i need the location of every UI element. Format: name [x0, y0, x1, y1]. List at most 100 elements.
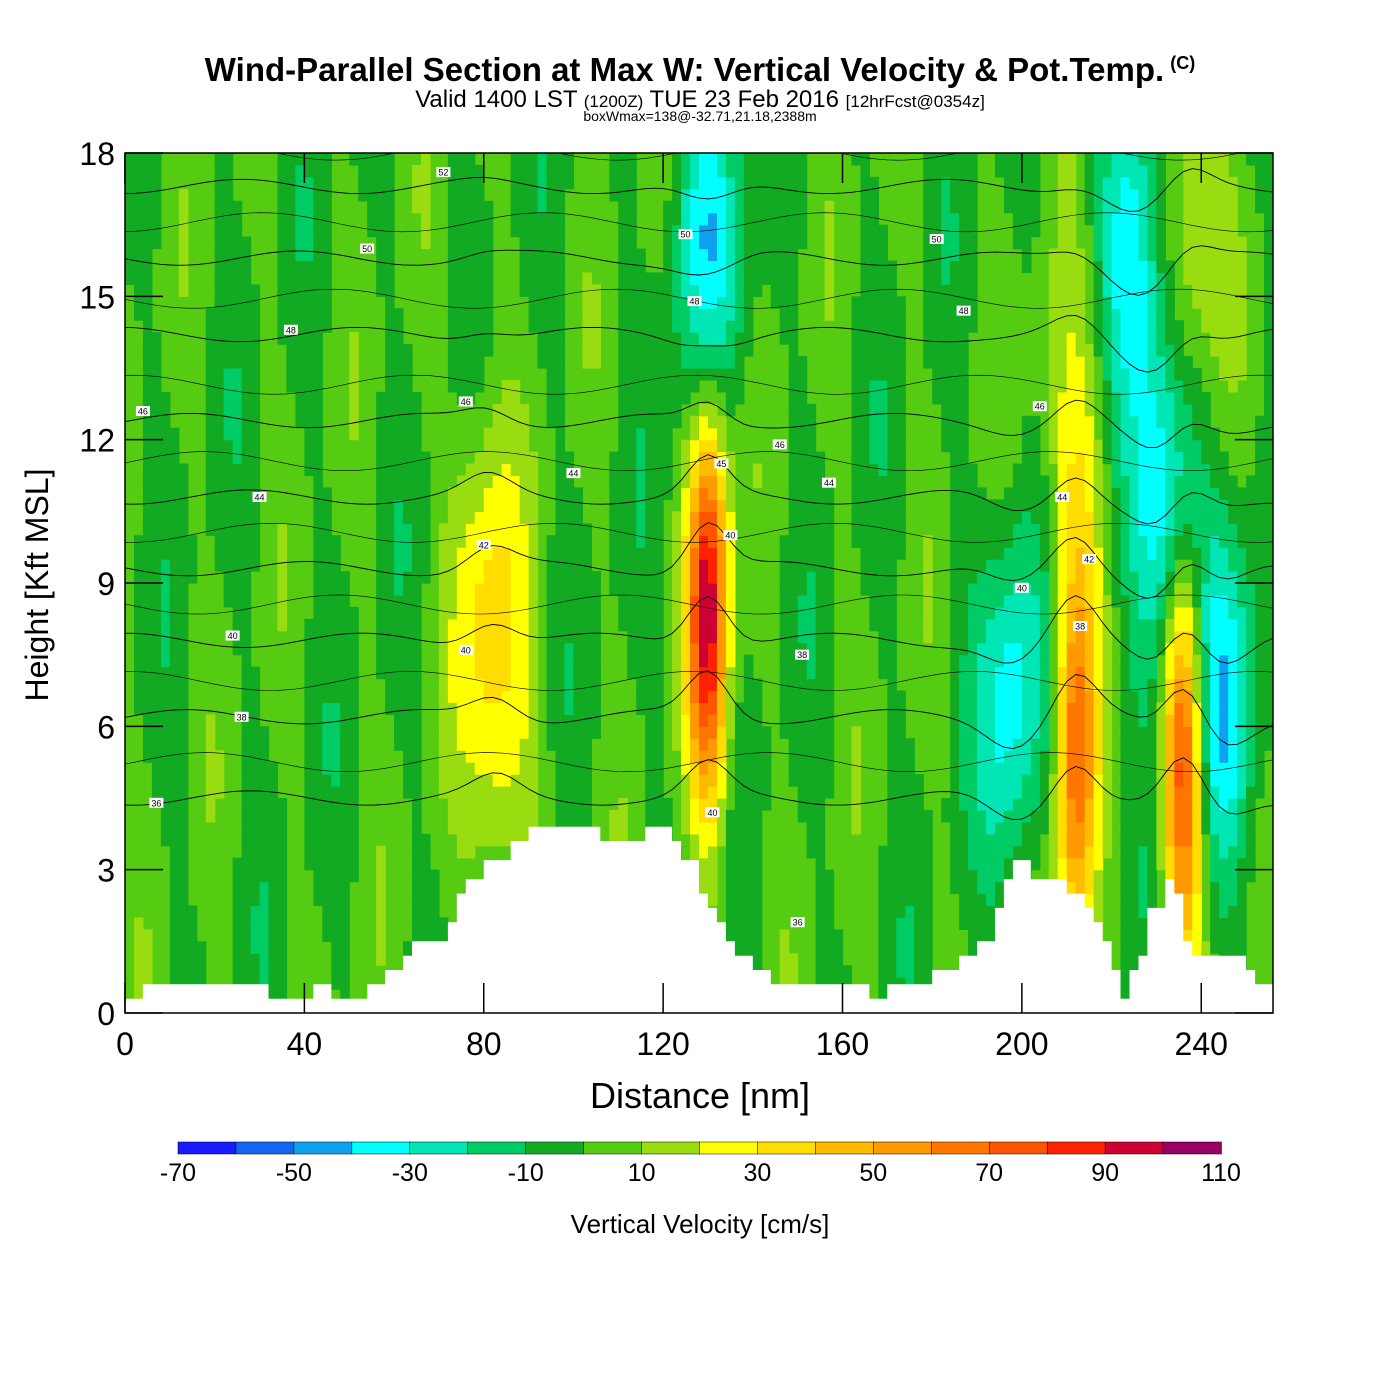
- field-cell: [1138, 415, 1149, 429]
- field-cell: [716, 487, 727, 500]
- field-cell: [429, 881, 440, 895]
- field-cell: [815, 463, 826, 477]
- field-cell: [1012, 499, 1023, 512]
- field-cell: [573, 583, 584, 596]
- field-cell: [340, 953, 350, 966]
- field-cell: [591, 606, 601, 620]
- field-cell: [591, 618, 601, 632]
- field-cell: [474, 224, 485, 238]
- field-cell: [725, 224, 736, 238]
- field-cell: [178, 200, 189, 214]
- field-cell: [752, 188, 763, 202]
- field-cell: [1147, 750, 1158, 763]
- field-cell: [824, 284, 835, 297]
- field-cell: [1075, 368, 1086, 381]
- field-cell: [322, 164, 332, 178]
- field-cell: [492, 451, 503, 465]
- field-cell: [142, 415, 153, 429]
- field-cell: [376, 511, 386, 524]
- field-cell: [1147, 260, 1158, 274]
- field-cell: [1003, 774, 1014, 787]
- field-cell: [313, 774, 323, 787]
- field-cell: [1120, 176, 1131, 190]
- field-cell: [959, 164, 969, 178]
- field-cell: [142, 618, 153, 632]
- field-cell: [187, 941, 198, 954]
- field-cell: [1138, 188, 1149, 202]
- field-cell: [645, 606, 655, 620]
- field-cell: [474, 786, 485, 799]
- field-cell: [1093, 762, 1104, 775]
- field-cell: [725, 200, 736, 214]
- field-cell: [223, 188, 234, 202]
- field-cell: [1084, 845, 1095, 859]
- field-cell: [133, 248, 144, 262]
- field-cell: [447, 618, 458, 632]
- field-cell: [734, 236, 745, 250]
- field-cell: [1120, 738, 1131, 751]
- field-cell: [313, 583, 323, 596]
- field-cell: [403, 738, 413, 751]
- field-cell: [412, 726, 422, 739]
- field-cell: [725, 403, 736, 417]
- field-cell: [322, 714, 332, 727]
- field-cell: [941, 176, 951, 190]
- field-cell: [1093, 559, 1104, 572]
- field-cell: [1093, 224, 1104, 238]
- field-cell: [214, 439, 225, 453]
- field-cell: [887, 809, 897, 823]
- field-cell: [1102, 594, 1113, 608]
- field-cell: [1147, 618, 1158, 632]
- field-cell: [1093, 248, 1104, 262]
- field-cell: [1012, 571, 1023, 584]
- field-cell: [707, 344, 718, 357]
- field-cell: [295, 332, 305, 345]
- field-cell: [1057, 714, 1068, 727]
- field-cell: [1129, 714, 1140, 727]
- field-cell: [528, 714, 539, 727]
- field-cell: [465, 618, 476, 632]
- field-cell: [1138, 786, 1149, 799]
- field-cell: [672, 308, 682, 321]
- field-cell: [923, 977, 933, 990]
- field-cell: [528, 654, 539, 668]
- field-cell: [1039, 523, 1050, 536]
- field-cell: [456, 630, 467, 644]
- field-cell: [420, 571, 431, 584]
- field-cell: [438, 929, 449, 942]
- field-cell: [609, 571, 619, 584]
- field-cell: [896, 523, 906, 536]
- field-cell: [232, 463, 243, 477]
- field-cell: [340, 857, 350, 871]
- field-cell: [223, 236, 234, 250]
- field-cell: [1021, 571, 1032, 584]
- field-cell: [878, 618, 888, 632]
- field-cell: [241, 702, 252, 715]
- field-cell: [968, 583, 978, 596]
- field-cell: [887, 415, 897, 429]
- field-cell: [645, 630, 655, 644]
- field-cell: [501, 439, 512, 453]
- field-cell: [788, 332, 799, 345]
- field-cell: [1075, 678, 1086, 692]
- field-cell: [636, 439, 646, 453]
- field-cell: [1084, 356, 1095, 369]
- field-cell: [734, 941, 745, 954]
- field-cell: [1156, 523, 1166, 536]
- field-cell: [725, 869, 736, 883]
- field-cell: [645, 750, 655, 763]
- field-cell: [672, 379, 682, 393]
- field-cell: [133, 153, 144, 166]
- field-cell: [645, 284, 655, 297]
- field-cell: [968, 463, 978, 477]
- field-cell: [591, 690, 601, 704]
- field-cell: [1057, 427, 1068, 441]
- field-cell: [1138, 762, 1149, 775]
- field-cell: [376, 559, 386, 572]
- field-cell: [456, 535, 467, 548]
- field-cell: [241, 726, 252, 739]
- field-cell: [878, 535, 888, 548]
- field-cell: [779, 224, 790, 238]
- field-cell: [519, 594, 530, 608]
- field-cell: [699, 320, 709, 333]
